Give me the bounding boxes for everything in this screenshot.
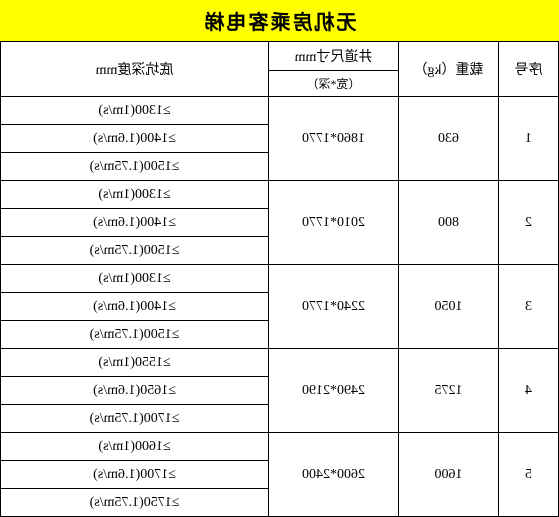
header-seq: 序号 [499,42,559,97]
cell-seq: 4 [499,349,559,433]
table-row: 516002600*2400≥1600(1m/s) [1,433,559,461]
cell-seq: 2 [499,181,559,265]
cell-pit: ≥1750(1.75m/s) [1,489,269,517]
cell-pit: ≥1500(1.75m/s) [1,237,269,265]
table-row: 310502240*1770≥1300(1m/s) [1,265,559,293]
spec-table: 序号 载重（kg） 井道尺寸mm 底坑深度mm （宽*深） 16301860*1… [0,41,559,517]
cell-pit: ≥1400(1.6m/s) [1,293,269,321]
cell-pit: ≥1700(1.75m/s) [1,405,269,433]
cell-shaft: 2010*1770 [269,181,399,265]
header-shaft-top: 井道尺寸mm [269,42,399,71]
header-load: 载重（kg） [399,42,499,97]
cell-shaft: 2240*1770 [269,265,399,349]
cell-pit: ≥1650(1.6m/s) [1,377,269,405]
page-title: 无机房乘客电梯 [0,0,559,41]
cell-pit: ≥1500(1.75m/s) [1,321,269,349]
cell-seq: 1 [499,97,559,181]
cell-pit: ≥1500(1.75m/s) [1,153,269,181]
cell-pit: ≥1300(1m/s) [1,97,269,125]
header-shaft-sub: （宽*深） [269,71,399,97]
cell-pit: ≥1400(1.6m/s) [1,125,269,153]
cell-seq: 3 [499,265,559,349]
cell-pit: ≥1400(1.6m/s) [1,209,269,237]
cell-shaft: 2600*2400 [269,433,399,517]
table-row: 412752490*2190≥1550(1m/s) [1,349,559,377]
cell-pit: ≥1300(1m/s) [1,181,269,209]
cell-shaft: 2490*2190 [269,349,399,433]
cell-load: 1600 [399,433,499,517]
cell-load: 1275 [399,349,499,433]
cell-load: 1050 [399,265,499,349]
cell-shaft: 1860*1770 [269,97,399,181]
cell-pit: ≥1700(1.6m/s) [1,461,269,489]
cell-pit: ≥1600(1m/s) [1,433,269,461]
table-row: 16301860*1770≥1300(1m/s) [1,97,559,125]
header-pit: 底坑深度mm [1,42,269,97]
cell-pit: ≥1300(1m/s) [1,265,269,293]
cell-load: 800 [399,181,499,265]
cell-pit: ≥1550(1m/s) [1,349,269,377]
cell-load: 630 [399,97,499,181]
table-row: 28002010*1770≥1300(1m/s) [1,181,559,209]
cell-seq: 5 [499,433,559,517]
